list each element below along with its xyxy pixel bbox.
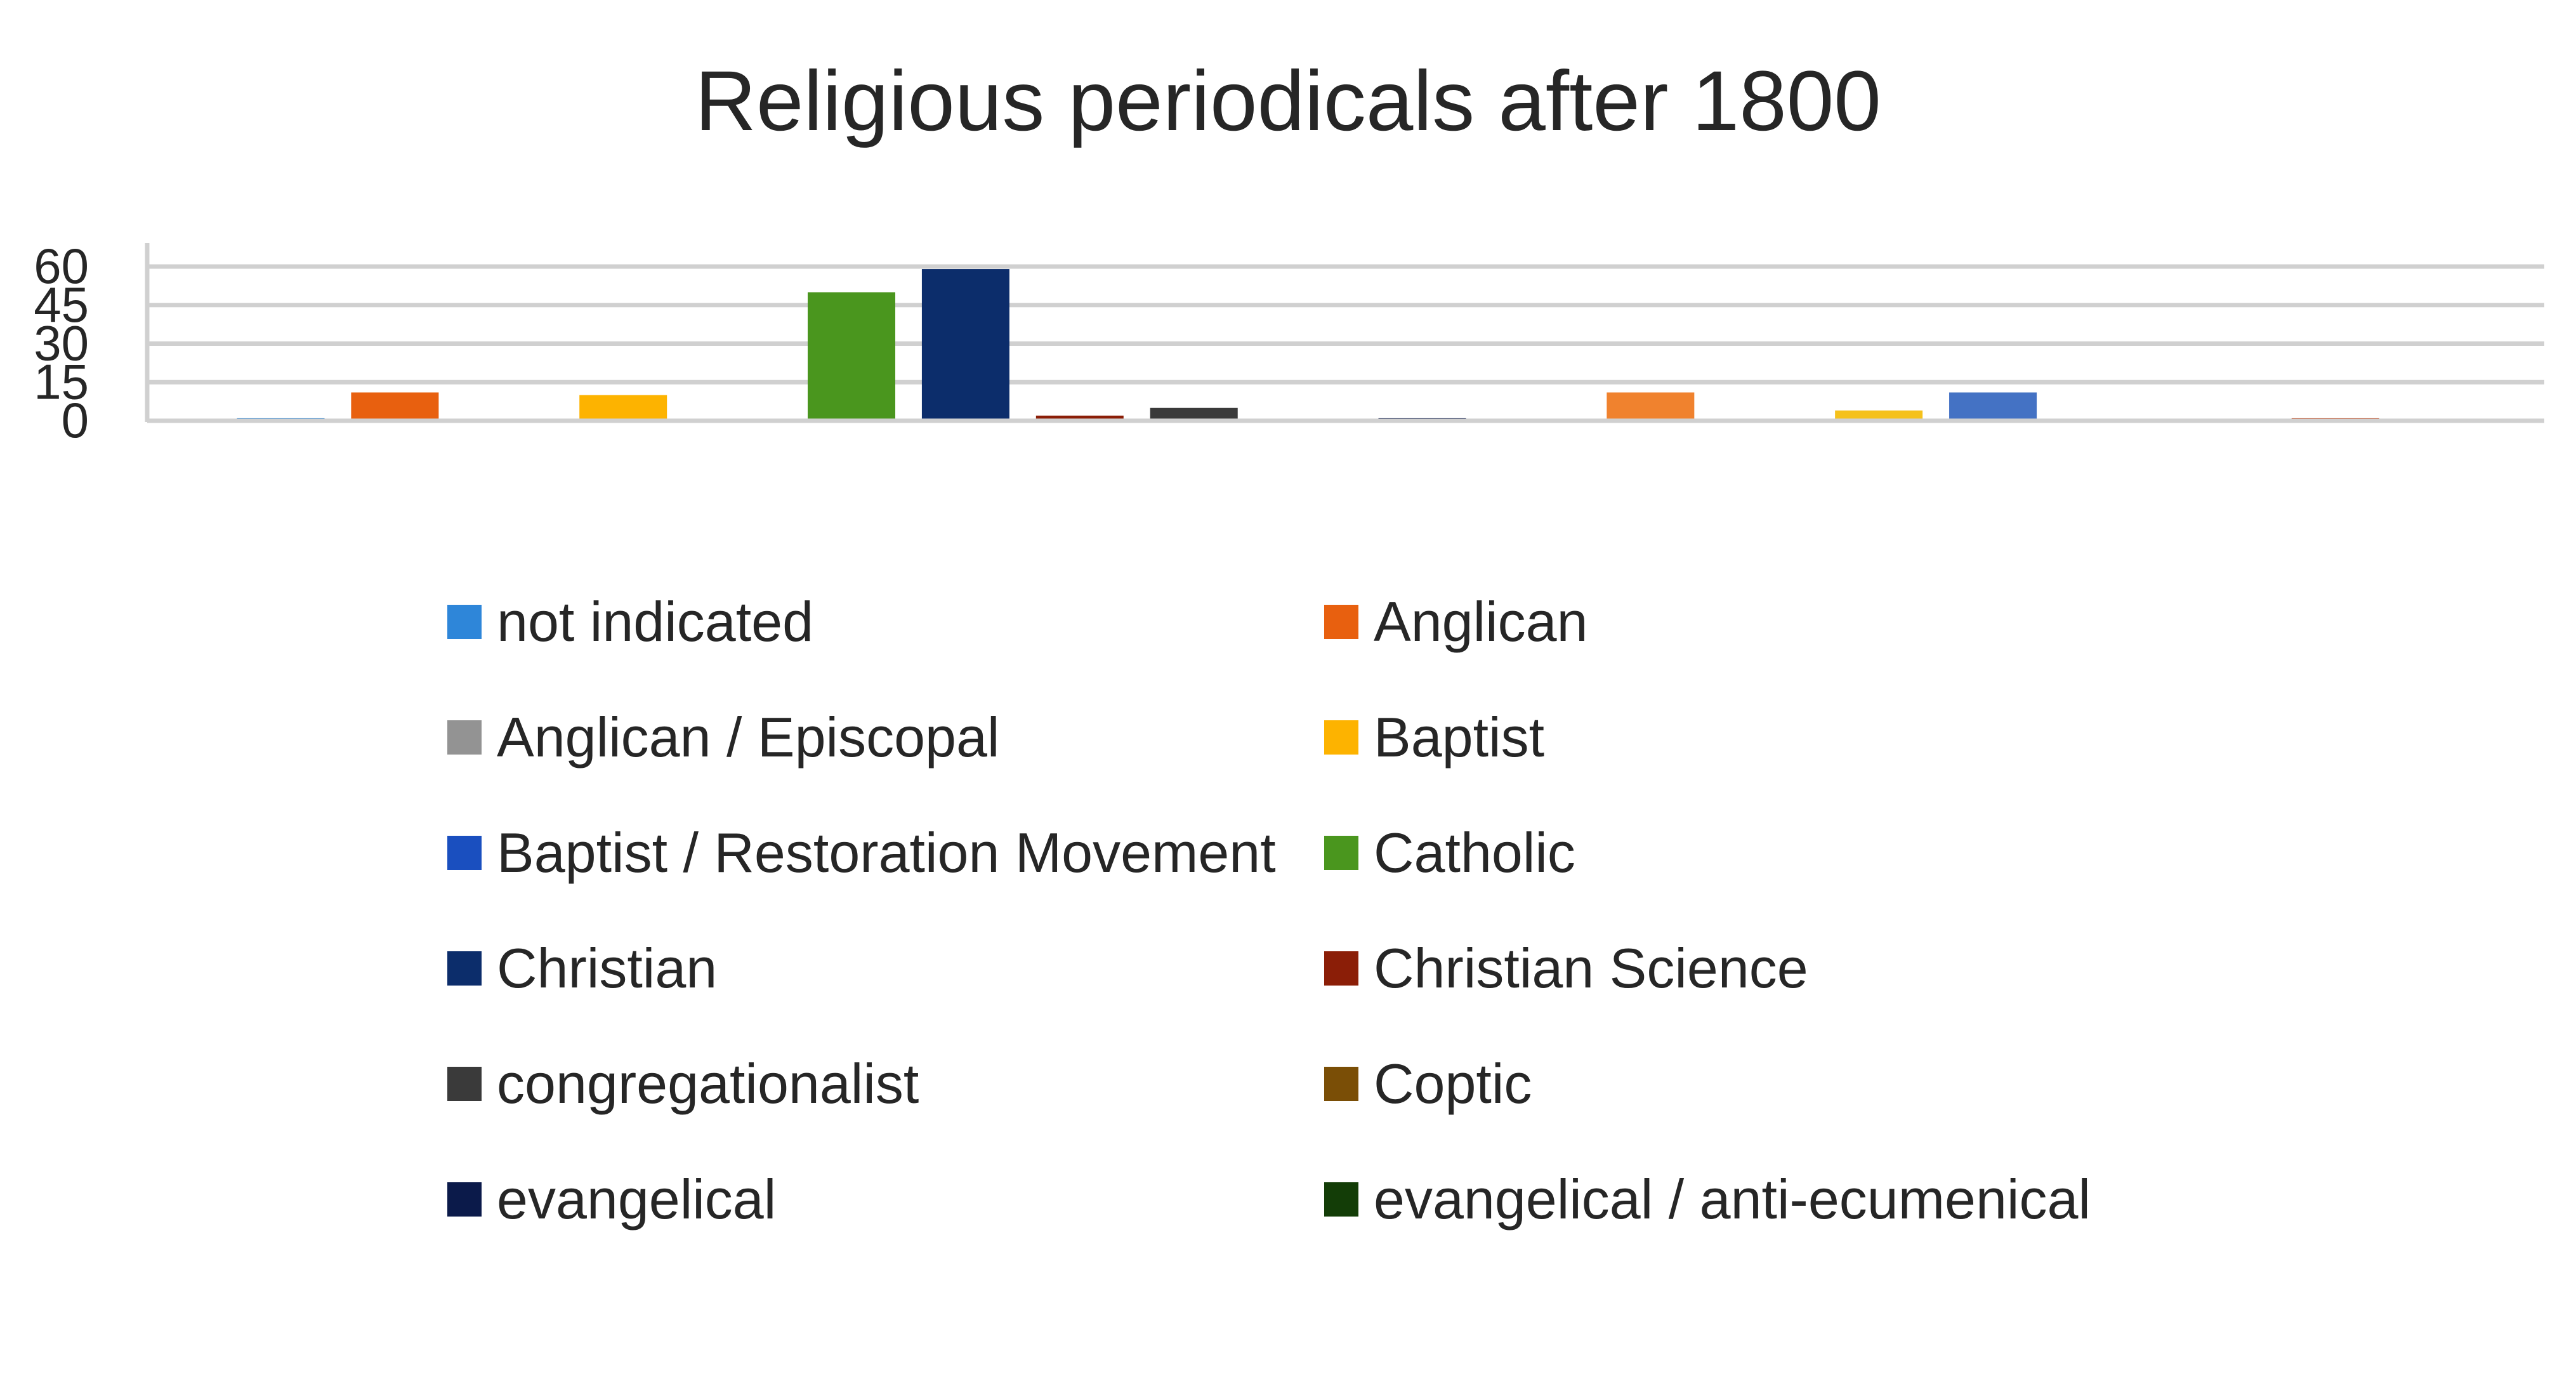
y-tick-label: 0 (62, 392, 89, 448)
legend-item: Baptist / Restoration Movement (447, 815, 1276, 891)
legend-swatch (447, 1067, 482, 1101)
bar (1949, 392, 2037, 421)
gridlines (147, 264, 2544, 385)
legend-swatch (1324, 720, 1358, 755)
y-tick-label: 30 (34, 315, 89, 371)
legend-swatch (1324, 1067, 1358, 1101)
legend-item: Catholic (1324, 815, 1575, 891)
legend-swatch (447, 836, 482, 870)
legend-swatch (447, 951, 482, 986)
bar (1607, 392, 1695, 421)
legend-label: not indicated (497, 590, 814, 653)
bars (237, 269, 2379, 421)
legend-label: Anglican / Episcopal (497, 706, 1000, 769)
y-tick-label: 45 (34, 277, 89, 333)
legend-item: evangelical (447, 1161, 776, 1237)
legend-label: Anglican (1374, 590, 1588, 653)
bar (921, 269, 1009, 421)
legend-item: not indicated (447, 584, 813, 660)
bar (1035, 415, 1124, 421)
legend-label: Christian Science (1374, 937, 1808, 1000)
legend-label: Baptist / Restoration Movement (497, 821, 1276, 884)
legend-item: evangelical / anti-ecumenical (1324, 1161, 2091, 1237)
legend-label: congregationalist (497, 1052, 919, 1115)
bar (1150, 407, 1238, 421)
legend-swatch (1324, 605, 1358, 639)
legend-item: Anglican / Episcopal (447, 699, 999, 775)
bar (808, 292, 896, 421)
legend-label: evangelical (497, 1168, 777, 1231)
legend-label: Baptist (1374, 706, 1545, 769)
legend-label: Coptic (1374, 1052, 1532, 1115)
bar (579, 395, 667, 421)
legend-swatch (447, 605, 482, 639)
legend-swatch (447, 720, 482, 755)
legend-swatch (1324, 1182, 1358, 1217)
legend-item: Christian (447, 930, 717, 1006)
legend-item: congregationalist (447, 1046, 919, 1122)
chart-title: Religious periodicals after 1800 (695, 54, 1881, 148)
legend-label: Catholic (1374, 821, 1575, 884)
y-tick-label: 60 (34, 238, 89, 294)
legend-label: Christian (497, 937, 718, 1000)
bar (1835, 410, 1923, 421)
legend-swatch (1324, 951, 1358, 986)
legend-swatch (1324, 836, 1358, 870)
legend-item: Coptic (1324, 1046, 1532, 1122)
legend-swatch (447, 1182, 482, 1217)
legend-item: Baptist (1324, 699, 1544, 775)
legend-label: evangelical / anti-ecumenical (1374, 1168, 2091, 1231)
y-tick-label: 15 (34, 353, 89, 409)
bar (351, 392, 439, 421)
legend-item: Anglican (1324, 584, 1588, 660)
legend-item: Christian Science (1324, 930, 1808, 1006)
